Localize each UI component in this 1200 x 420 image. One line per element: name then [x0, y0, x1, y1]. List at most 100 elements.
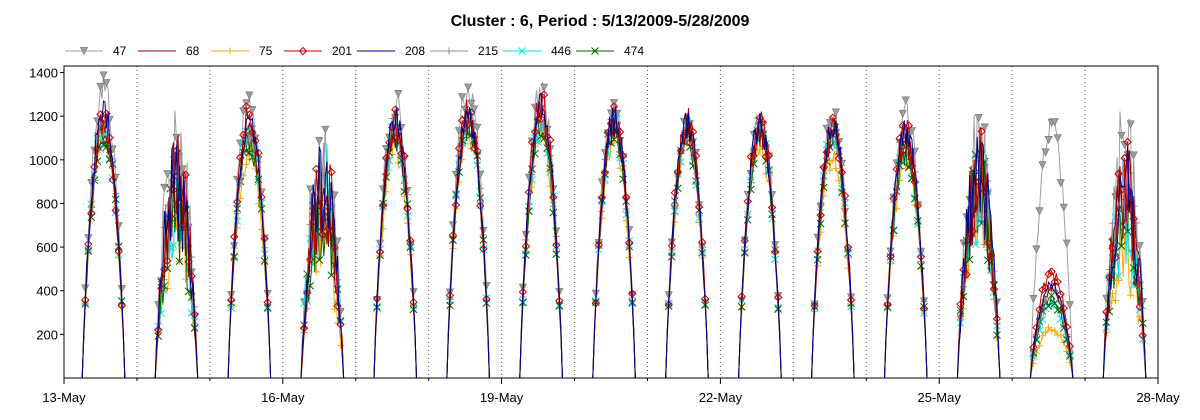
y-axis: 200 400 600 800 1000 1200 1400 [29, 66, 64, 342]
data-point [81, 284, 90, 293]
legend-marker [79, 47, 89, 56]
data-point [312, 268, 320, 276]
data-point [1066, 359, 1074, 367]
legend-marker [226, 47, 234, 55]
x-tick-label: 16-May [261, 390, 305, 405]
data-point [330, 243, 339, 252]
data-point [829, 157, 837, 165]
data-point [403, 191, 411, 199]
data-point [1051, 327, 1059, 335]
x-tick-label: 28-May [1136, 390, 1180, 405]
legend-marker [445, 47, 453, 55]
data-point [904, 121, 914, 130]
plot-frame [63, 65, 1159, 379]
y-tick-label: 200 [36, 327, 58, 342]
data-point [898, 109, 907, 119]
data-point [1138, 331, 1148, 340]
data-point [956, 299, 965, 309]
data-point [1048, 326, 1056, 334]
data-point [1056, 289, 1065, 299]
legend-label: 75 [259, 44, 273, 58]
data-point [816, 210, 825, 220]
data-point [907, 161, 917, 170]
data-point [388, 115, 396, 123]
data-point [844, 264, 852, 272]
data-point [1114, 277, 1122, 285]
data-point [479, 244, 488, 254]
series-layer [64, 71, 1158, 379]
legend-label: 208 [405, 44, 425, 58]
data-point [108, 175, 117, 185]
chart-title: Cluster : 6, Period : 5/13/2009-5/28/200… [451, 13, 750, 30]
grid [136, 66, 1086, 378]
data-point [828, 113, 838, 122]
y-tick-label: 400 [36, 284, 58, 299]
y-tick-label: 1000 [29, 153, 58, 168]
data-point [1051, 286, 1059, 294]
legend-label: 215 [478, 44, 498, 58]
data-point [1053, 134, 1062, 143]
data-point [1053, 277, 1062, 287]
data-point [245, 148, 254, 157]
data-point [552, 250, 561, 259]
data-point [673, 167, 683, 177]
data-point [1133, 219, 1141, 227]
data-point [892, 164, 901, 174]
data-point [993, 331, 1001, 340]
data-point [333, 301, 342, 311]
data-point [1042, 328, 1050, 336]
data-point [539, 90, 549, 99]
data-point [178, 165, 187, 174]
data-point [1126, 120, 1135, 129]
data-point [318, 230, 327, 239]
y-tick-label: 1400 [29, 66, 58, 81]
data-point [381, 153, 391, 163]
data-point [315, 137, 324, 146]
data-point [959, 265, 968, 274]
y-tick-label: 1200 [29, 109, 58, 124]
data-point [245, 110, 254, 119]
data-point [163, 170, 172, 179]
data-point [102, 109, 111, 118]
data-point [1102, 307, 1111, 317]
data-point [676, 146, 686, 155]
data-point [391, 105, 400, 114]
data-point [1050, 299, 1059, 308]
data-point [337, 306, 345, 314]
data-point [100, 128, 108, 136]
data-point [980, 123, 989, 132]
legend-label: 474 [624, 44, 644, 58]
data-point [157, 284, 166, 293]
data-point [761, 152, 771, 161]
data-point [1044, 269, 1053, 279]
data-point [671, 218, 679, 226]
series-208 [64, 92, 1158, 379]
legend-label: 446 [551, 44, 571, 58]
data-point [254, 175, 263, 184]
data-point [1041, 148, 1050, 157]
data-point [1111, 253, 1120, 262]
data-point [904, 163, 913, 172]
data-point [1056, 179, 1065, 188]
data-point [1111, 297, 1119, 305]
data-point [1066, 352, 1074, 360]
data-point [671, 209, 679, 217]
data-point [549, 208, 558, 217]
data-point [102, 79, 111, 88]
data-point [1062, 239, 1071, 248]
data-point [832, 165, 840, 173]
data-point [242, 102, 251, 111]
x-axis: 13-May 16-May 19-May 22-May 25-May 28-May [42, 378, 1180, 405]
data-point [476, 184, 484, 192]
x-tick-label: 25-May [918, 390, 962, 405]
data-point [182, 275, 190, 283]
data-point [756, 145, 764, 153]
data-point [248, 128, 257, 137]
data-point [522, 251, 530, 259]
data-point [525, 200, 533, 208]
data-point [1047, 267, 1056, 276]
data-point [901, 96, 910, 105]
y-tick-label: 800 [36, 196, 58, 211]
data-point [239, 107, 248, 116]
data-point [1038, 161, 1047, 170]
